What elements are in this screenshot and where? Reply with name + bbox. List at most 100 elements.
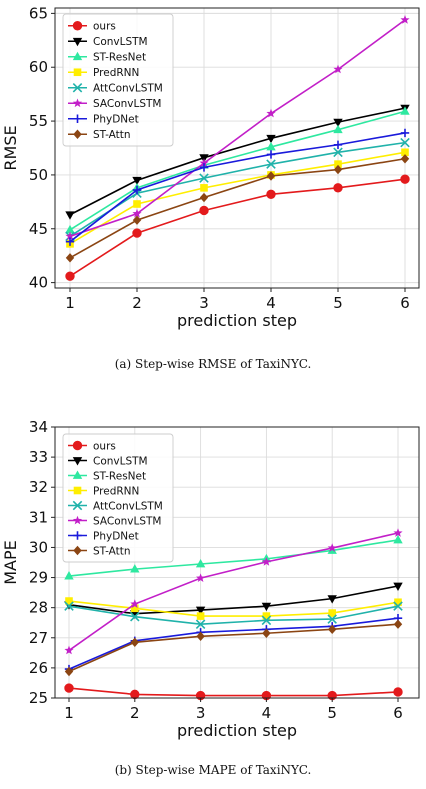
y-tick-label-6: 65 <box>29 4 48 22</box>
legend-label-PhyDNet: PhyDNet <box>93 114 139 126</box>
data-point-AttConvLSTM-6 <box>393 601 403 611</box>
series-line-PredRNN <box>68 600 399 617</box>
legend-marker-ST-ResNet <box>72 470 83 479</box>
legend-marker-SAConvLSTM <box>72 515 83 525</box>
data-point-ST-Attn-3 <box>199 192 209 203</box>
legend-marker-SAConvLSTM <box>72 98 83 108</box>
y-tick-label-5: 60 <box>29 58 48 76</box>
data-point-SAConvLSTM-6 <box>400 15 410 24</box>
x-axis-label: prediction step <box>177 721 297 740</box>
data-point-PredRNN-5 <box>334 160 342 168</box>
data-point-SAConvLSTM-1 <box>65 231 75 241</box>
data-point-ST-ResNet-6 <box>400 106 410 115</box>
series-line-PhyDNet <box>69 132 406 243</box>
y-tick-label-6: 30 <box>29 538 48 556</box>
x-tick-label-1: 1 <box>64 704 74 722</box>
data-point-ST-ResNet-3 <box>195 559 206 568</box>
data-point-AttConvLSTM-4 <box>261 615 272 626</box>
data-point-SAConvLSTM-5 <box>333 64 343 74</box>
series-PhyDNet <box>65 128 410 246</box>
legend-box <box>62 433 174 563</box>
series-PredRNN <box>65 597 402 620</box>
data-point-AttConvLSTM-5 <box>327 614 337 624</box>
y-axis-label: RMSE <box>1 125 20 170</box>
legend-marker-PhyDNet <box>73 114 82 123</box>
legend-label-ours: ours <box>93 21 116 33</box>
legend-marker-PredRNN <box>73 486 82 495</box>
data-point-ours-6 <box>393 687 403 697</box>
legend-marker-AttConvLSTM <box>72 82 83 93</box>
x-tick-label-3: 3 <box>199 294 209 312</box>
y-tick-label-10: 34 <box>29 418 48 436</box>
series-line-AttConvLSTM <box>68 605 399 626</box>
series-ST-Attn <box>65 154 410 263</box>
data-point-SAConvLSTM-1 <box>64 645 74 655</box>
x-tick-label-1: 1 <box>65 294 75 312</box>
y-tick-label-1: 40 <box>29 274 48 292</box>
data-point-ConvLSTM-4 <box>266 134 276 144</box>
data-point-AttConvLSTM-3 <box>199 173 209 183</box>
legend-label-ConvLSTM: ConvLSTM <box>93 455 148 467</box>
data-point-AttConvLSTM-5 <box>333 147 343 158</box>
data-point-ST-Attn-3 <box>196 631 205 641</box>
legend-label-ST-Attn: ST-Attn <box>93 129 131 141</box>
data-point-ST-Attn-4 <box>262 628 271 638</box>
legend-marker-ST-Attn <box>73 129 82 139</box>
legend-marker-ConvLSTM <box>72 457 83 466</box>
legend-marker-AttConvLSTM <box>72 500 83 511</box>
data-point-ST-Attn-2 <box>132 215 142 225</box>
data-point-ST-ResNet-1 <box>64 571 74 580</box>
x-tick-label-6: 6 <box>393 704 403 722</box>
x-tick-label-5: 5 <box>333 294 343 312</box>
data-point-PhyDNet-4 <box>266 150 276 159</box>
y-tick-label-3: 50 <box>29 166 48 184</box>
legend-label-AttConvLSTM: AttConvLSTM <box>93 500 163 512</box>
data-point-SAConvLSTM-5 <box>327 543 337 552</box>
series-ConvLSTM <box>65 104 410 220</box>
data-point-SAConvLSTM-6 <box>393 528 403 537</box>
data-point-ours-2 <box>132 228 142 238</box>
legend-label-ST-Attn: ST-Attn <box>93 545 131 557</box>
data-point-ST-ResNet-4 <box>266 141 276 151</box>
x-tick-label-6: 6 <box>400 294 410 312</box>
series-line-SAConvLSTM <box>68 532 399 652</box>
series-AttConvLSTM <box>64 601 403 629</box>
y-tick-label-8: 32 <box>29 478 48 496</box>
y-tick-label-1: 25 <box>29 689 48 707</box>
legend-label-AttConvLSTM: AttConvLSTM <box>93 83 163 95</box>
data-point-SAConvLSTM-2 <box>130 599 140 608</box>
x-tick-label-5: 5 <box>327 704 337 722</box>
y-tick-label-4: 55 <box>29 112 48 130</box>
series-line-ST-Attn <box>69 157 406 259</box>
series-line-ours <box>68 687 399 697</box>
x-tick-label-4: 4 <box>262 704 272 722</box>
legend-label-PredRNN: PredRNN <box>93 67 139 79</box>
series-line-ST-ResNet <box>69 110 406 231</box>
series-line-ours <box>69 178 406 277</box>
series-line-ST-Attn <box>68 623 399 673</box>
data-point-AttConvLSTM-2 <box>130 611 140 622</box>
legend-label-SAConvLSTM: SAConvLSTM <box>93 515 161 527</box>
x-tick-label-4: 4 <box>266 294 276 312</box>
data-point-ours-1 <box>65 271 75 281</box>
x-tick-label-2: 2 <box>130 704 140 722</box>
data-point-PredRNN-6 <box>401 148 409 157</box>
series-SAConvLSTM <box>65 15 410 241</box>
y-axis-label: MAPE <box>1 540 20 585</box>
legend-marker-ConvLSTM <box>72 37 83 47</box>
legend-box <box>62 13 174 147</box>
data-point-ours-5 <box>333 183 343 193</box>
series-AttConvLSTM <box>65 137 410 242</box>
data-point-ConvLSTM-5 <box>327 595 337 604</box>
data-point-ours-6 <box>400 174 410 184</box>
data-point-ST-Attn-6 <box>393 619 403 629</box>
data-point-PredRNN-1 <box>65 597 73 605</box>
data-point-ConvLSTM-6 <box>393 582 403 591</box>
data-point-SAConvLSTM-3 <box>199 158 209 167</box>
legend-marker-ST-Attn <box>73 545 82 556</box>
y-tick-label-2: 26 <box>29 659 48 677</box>
series-ours <box>65 174 410 281</box>
legend-label-ST-ResNet: ST-ResNet <box>93 470 146 482</box>
data-point-PhyDNet-2 <box>132 185 142 195</box>
